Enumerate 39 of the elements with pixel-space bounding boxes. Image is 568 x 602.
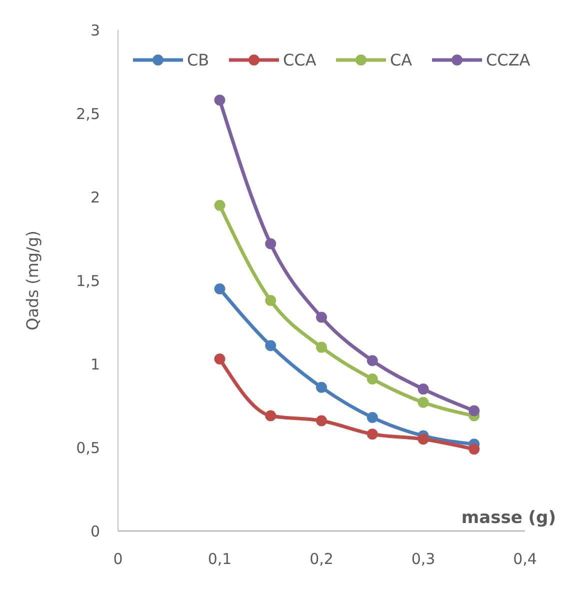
x-tick-label: 0,2 bbox=[310, 550, 334, 568]
point bbox=[468, 405, 480, 416]
y-tick-label: 0,5 bbox=[76, 438, 100, 457]
point bbox=[468, 444, 480, 455]
legend-label: CA bbox=[390, 50, 412, 70]
point bbox=[265, 295, 276, 306]
point bbox=[418, 384, 429, 395]
y-tick-label: 2,5 bbox=[76, 104, 100, 123]
point bbox=[214, 200, 226, 211]
point bbox=[366, 412, 378, 423]
point bbox=[265, 340, 276, 352]
point bbox=[214, 94, 226, 106]
point bbox=[366, 355, 378, 366]
point bbox=[214, 353, 226, 364]
point bbox=[316, 415, 327, 426]
point bbox=[214, 283, 226, 294]
y-tick-label: 1 bbox=[90, 355, 100, 374]
x-tick-label: 0,3 bbox=[411, 550, 436, 568]
point bbox=[265, 410, 276, 422]
x-tick-label: 0 bbox=[113, 550, 123, 568]
y-tick-label: 2 bbox=[90, 188, 100, 206]
legend-label: CCZA bbox=[486, 50, 530, 70]
x-tick-label: 0,1 bbox=[208, 550, 232, 568]
y-axis-title: Qads (mg/g) bbox=[23, 230, 42, 330]
y-tick-label: 3 bbox=[90, 21, 100, 40]
y-tick-label: 1,5 bbox=[76, 272, 100, 290]
point bbox=[418, 434, 429, 445]
y-tick-label: 0 bbox=[90, 522, 100, 540]
point bbox=[418, 396, 429, 408]
point bbox=[366, 428, 378, 440]
legend-label: CB bbox=[187, 50, 210, 70]
point bbox=[265, 238, 276, 250]
point bbox=[366, 374, 378, 385]
legend-label: CCA bbox=[283, 50, 316, 70]
point bbox=[316, 382, 327, 393]
point bbox=[316, 312, 327, 323]
x-axis-title: masse (g) bbox=[461, 508, 556, 528]
x-tick-label: 0,4 bbox=[513, 550, 537, 568]
point bbox=[316, 342, 327, 353]
